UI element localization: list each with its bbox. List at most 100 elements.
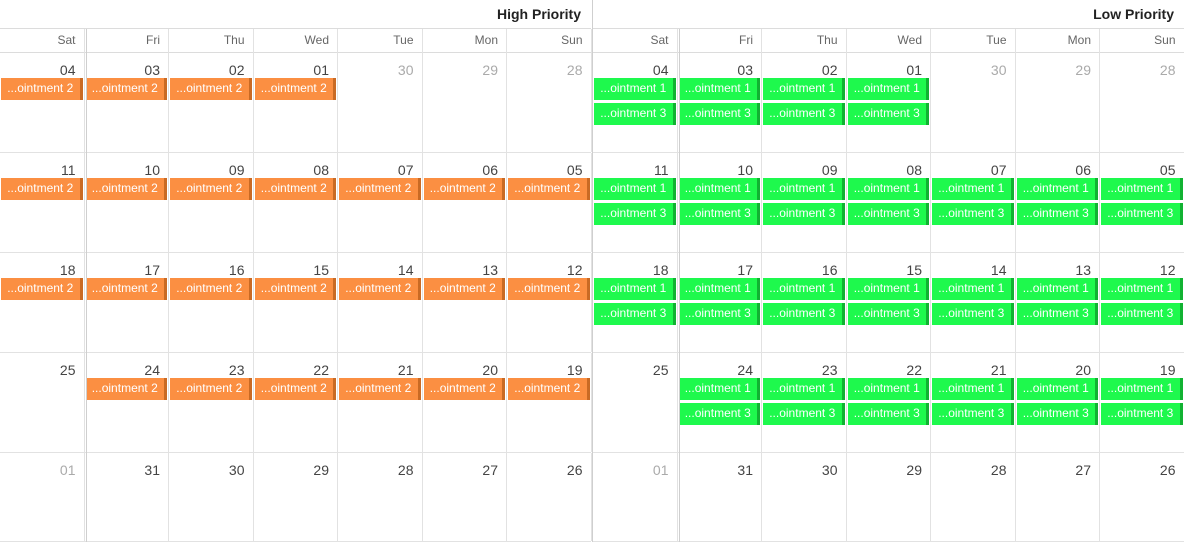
appointment[interactable]: ...ointment 2 xyxy=(508,378,590,400)
day-cell[interactable]: 29 xyxy=(1016,53,1100,152)
appointment[interactable]: ...ointment 2 xyxy=(85,78,167,100)
appointment[interactable]: ...ointment 3 xyxy=(847,403,929,425)
day-cell[interactable]: 21 ...ointment 1 ...ointment 3 xyxy=(931,353,1016,452)
day-cell[interactable]: 28 xyxy=(931,453,1016,541)
day-cell[interactable]: 04 ...ointment 1 ...ointment 3 xyxy=(593,53,678,152)
appointment[interactable]: ...ointment 3 xyxy=(847,103,929,125)
day-cell[interactable]: 18 ...ointment 2 xyxy=(0,253,85,352)
day-cell[interactable]: 20 ...ointment 2 xyxy=(423,353,507,452)
appointment[interactable]: ...ointment 1 xyxy=(1101,178,1183,200)
appointment[interactable]: ...ointment 3 xyxy=(678,403,760,425)
appointment[interactable]: ...ointment 1 xyxy=(847,78,929,100)
appointment[interactable]: ...ointment 1 xyxy=(678,378,760,400)
appointment[interactable]: ...ointment 3 xyxy=(678,203,760,225)
appointment[interactable]: ...ointment 1 xyxy=(678,178,760,200)
day-cell[interactable]: 13 ...ointment 1 ...ointment 3 xyxy=(1016,253,1100,352)
day-cell[interactable]: 27 xyxy=(1016,453,1100,541)
appointment[interactable]: ...ointment 2 xyxy=(508,278,590,300)
appointment[interactable]: ...ointment 3 xyxy=(763,303,845,325)
appointment[interactable]: ...ointment 2 xyxy=(254,378,336,400)
appointment[interactable]: ...ointment 1 xyxy=(594,178,676,200)
day-cell[interactable]: 30 xyxy=(338,53,423,152)
day-cell[interactable]: 29 xyxy=(847,453,931,541)
day-cell[interactable]: 08 ...ointment 1 ...ointment 3 xyxy=(847,153,931,252)
appointment[interactable]: ...ointment 3 xyxy=(932,403,1014,425)
day-cell[interactable]: 31 xyxy=(85,453,169,541)
appointment[interactable]: ...ointment 3 xyxy=(932,303,1014,325)
day-cell[interactable]: 07 ...ointment 1 ...ointment 3 xyxy=(931,153,1016,252)
appointment[interactable]: ...ointment 3 xyxy=(763,203,845,225)
day-cell[interactable]: 14 ...ointment 1 ...ointment 3 xyxy=(931,253,1016,352)
day-cell[interactable]: 02 ...ointment 1 ...ointment 3 xyxy=(762,53,847,152)
appointment[interactable]: ...ointment 2 xyxy=(85,278,167,300)
day-cell[interactable]: 28 xyxy=(507,53,592,152)
appointment[interactable]: ...ointment 1 xyxy=(763,178,845,200)
day-cell[interactable]: 05 ...ointment 2 xyxy=(507,153,592,252)
appointment[interactable]: ...ointment 1 xyxy=(847,378,929,400)
day-cell[interactable]: 28 xyxy=(338,453,423,541)
day-cell[interactable]: 05 ...ointment 1 ...ointment 3 xyxy=(1100,153,1184,252)
day-cell[interactable]: 17 ...ointment 1 ...ointment 3 xyxy=(678,253,762,352)
appointment[interactable]: ...ointment 1 xyxy=(594,278,676,300)
appointment[interactable]: ...ointment 2 xyxy=(85,378,167,400)
day-cell[interactable]: 01 xyxy=(593,453,678,541)
day-cell[interactable]: 23 ...ointment 2 xyxy=(169,353,254,452)
day-cell[interactable]: 26 xyxy=(1100,453,1184,541)
day-cell[interactable]: 22 ...ointment 2 xyxy=(254,353,338,452)
day-cell[interactable]: 14 ...ointment 2 xyxy=(338,253,423,352)
appointment[interactable]: ...ointment 1 xyxy=(847,178,929,200)
appointment[interactable]: ...ointment 3 xyxy=(932,203,1014,225)
appointment[interactable]: ...ointment 1 xyxy=(763,78,845,100)
day-cell[interactable]: 29 xyxy=(423,53,507,152)
day-cell[interactable]: 28 xyxy=(1100,53,1184,152)
appointment[interactable]: ...ointment 1 xyxy=(763,278,845,300)
appointment[interactable]: ...ointment 3 xyxy=(678,303,760,325)
appointment[interactable]: ...ointment 3 xyxy=(763,403,845,425)
appointment[interactable]: ...ointment 1 xyxy=(1101,278,1183,300)
day-cell[interactable]: 23 ...ointment 1 ...ointment 3 xyxy=(762,353,847,452)
day-cell[interactable]: 06 ...ointment 2 xyxy=(423,153,507,252)
appointment[interactable]: ...ointment 1 xyxy=(847,278,929,300)
appointment[interactable]: ...ointment 1 xyxy=(932,378,1014,400)
day-cell[interactable]: 08 ...ointment 2 xyxy=(254,153,338,252)
day-cell[interactable]: 16 ...ointment 1 ...ointment 3 xyxy=(762,253,847,352)
day-cell[interactable]: 09 ...ointment 2 xyxy=(169,153,254,252)
day-cell[interactable]: 24 ...ointment 1 ...ointment 3 xyxy=(678,353,762,452)
appointment[interactable]: ...ointment 3 xyxy=(1101,303,1183,325)
appointment[interactable]: ...ointment 2 xyxy=(423,178,505,200)
appointment[interactable]: ...ointment 2 xyxy=(1,178,83,200)
appointment[interactable]: ...ointment 3 xyxy=(1101,403,1183,425)
appointment[interactable]: ...ointment 3 xyxy=(763,103,845,125)
appointment[interactable]: ...ointment 3 xyxy=(678,103,760,125)
appointment[interactable]: ...ointment 1 xyxy=(1016,178,1098,200)
day-cell[interactable]: 25 xyxy=(593,353,678,452)
appointment[interactable]: ...ointment 2 xyxy=(170,178,252,200)
day-cell[interactable]: 02 ...ointment 2 xyxy=(169,53,254,152)
appointment[interactable]: ...ointment 1 xyxy=(1016,278,1098,300)
day-cell[interactable]: 12 ...ointment 2 xyxy=(507,253,592,352)
appointment[interactable]: ...ointment 2 xyxy=(170,378,252,400)
day-cell[interactable]: 26 xyxy=(507,453,592,541)
day-cell[interactable]: 25 xyxy=(0,353,85,452)
day-cell[interactable]: 06 ...ointment 1 ...ointment 3 xyxy=(1016,153,1100,252)
appointment[interactable]: ...ointment 1 xyxy=(678,78,760,100)
day-cell[interactable]: 21 ...ointment 2 xyxy=(338,353,423,452)
appointment[interactable]: ...ointment 1 xyxy=(594,78,676,100)
appointment[interactable]: ...ointment 2 xyxy=(339,378,421,400)
day-cell[interactable]: 07 ...ointment 2 xyxy=(338,153,423,252)
appointment[interactable]: ...ointment 2 xyxy=(1,78,83,100)
day-cell[interactable]: 01 ...ointment 2 xyxy=(254,53,338,152)
appointment[interactable]: ...ointment 1 xyxy=(763,378,845,400)
appointment[interactable]: ...ointment 3 xyxy=(1101,203,1183,225)
day-cell[interactable]: 10 ...ointment 2 xyxy=(85,153,169,252)
day-cell[interactable]: 24 ...ointment 2 xyxy=(85,353,169,452)
day-cell[interactable]: 30 xyxy=(762,453,847,541)
day-cell[interactable]: 31 xyxy=(678,453,762,541)
appointment[interactable]: ...ointment 2 xyxy=(508,178,590,200)
appointment[interactable]: ...ointment 1 xyxy=(932,178,1014,200)
day-cell[interactable]: 15 ...ointment 2 xyxy=(254,253,338,352)
appointment[interactable]: ...ointment 2 xyxy=(423,378,505,400)
day-cell[interactable]: 12 ...ointment 1 ...ointment 3 xyxy=(1100,253,1184,352)
appointment[interactable]: ...ointment 2 xyxy=(423,278,505,300)
day-cell[interactable]: 20 ...ointment 1 ...ointment 3 xyxy=(1016,353,1100,452)
